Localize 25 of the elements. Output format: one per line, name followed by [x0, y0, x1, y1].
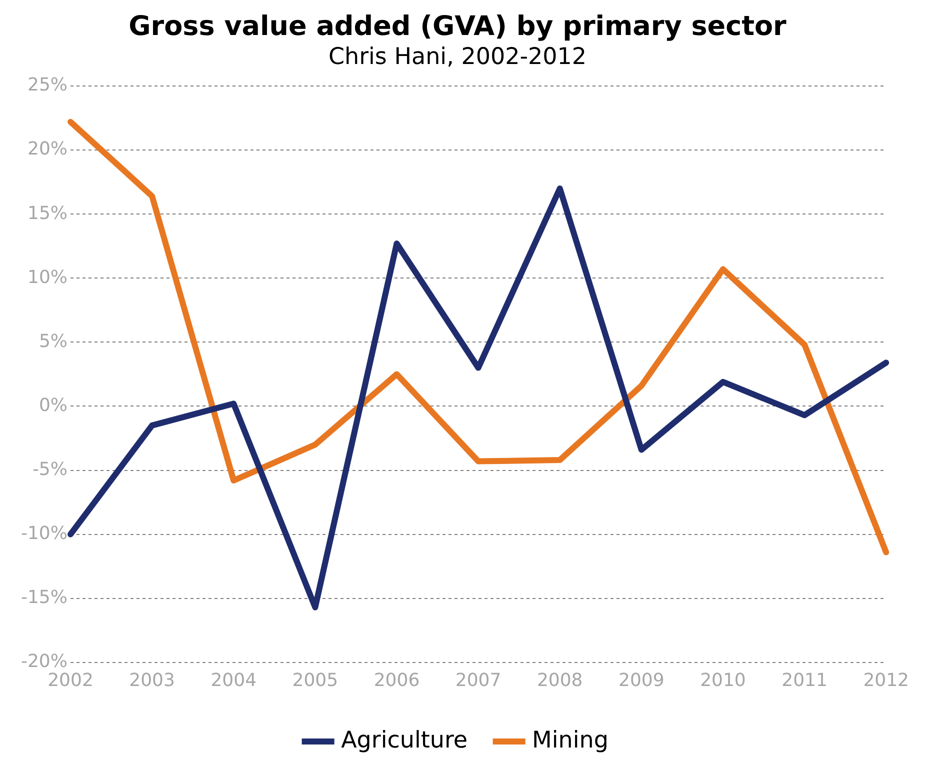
x-tick-label: 2003 [129, 670, 175, 691]
x-tick-label: 2008 [536, 670, 583, 691]
chart-title: Gross value added (GVA) by primary sector [128, 11, 788, 42]
y-tick-label: -5% [32, 458, 68, 480]
x-tick-label: 2007 [455, 670, 502, 691]
x-tick-label: 2011 [782, 670, 828, 691]
legend-label: Mining [532, 727, 608, 754]
y-tick-label: 5% [38, 330, 68, 352]
x-tick-label: 2010 [700, 670, 746, 691]
x-tick-label: 2009 [618, 670, 664, 691]
x-tick-label: 2012 [863, 670, 909, 691]
y-tick-label: -10% [20, 522, 68, 544]
chart-subtitle: Chris Hani, 2002-2012 [328, 44, 587, 70]
y-tick-label: 0% [38, 394, 68, 416]
y-tick-label: -20% [20, 651, 68, 672]
x-tick-label: 2004 [210, 670, 257, 691]
x-tick-label: 2002 [48, 670, 94, 691]
y-tick-label: -15% [20, 587, 68, 608]
legend-label: Agriculture [341, 727, 468, 754]
y-tick-label: 20% [27, 138, 68, 160]
y-tick-label: 10% [27, 266, 68, 288]
x-tick-label: 2006 [374, 670, 420, 691]
y-tick-label: 25% [27, 74, 68, 96]
y-tick-label: 15% [27, 202, 68, 224]
x-tick-label: 2005 [292, 670, 338, 691]
